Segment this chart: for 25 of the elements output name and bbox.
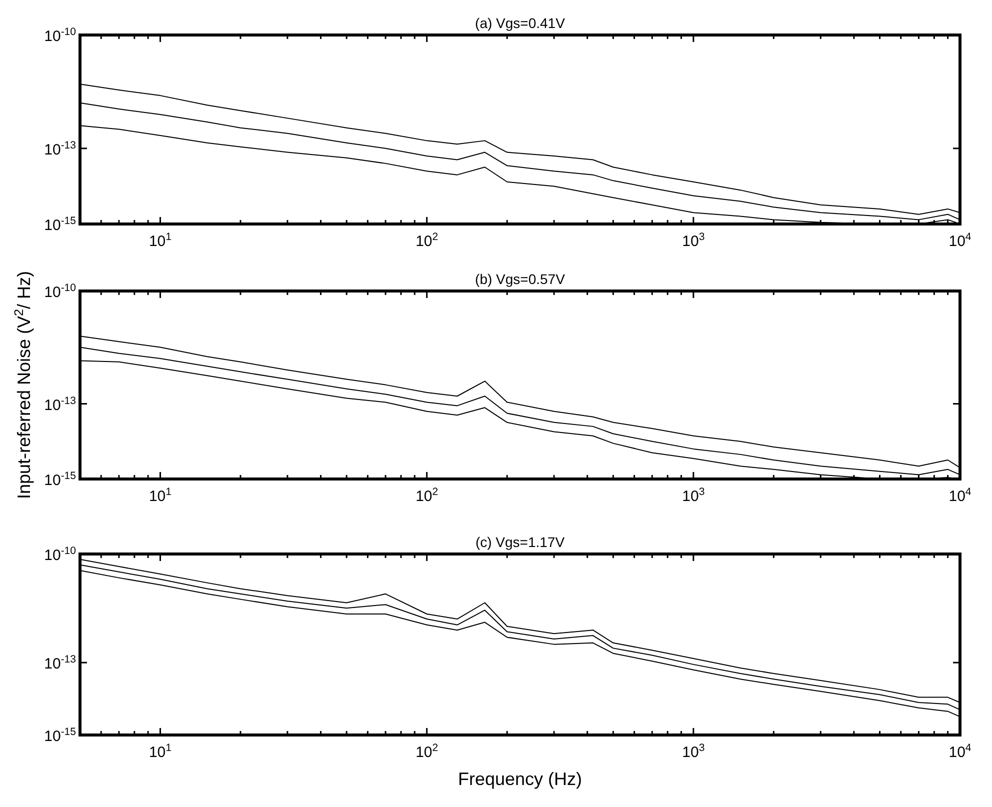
x-tick-label: 10$^{2}$ xyxy=(416,486,438,505)
x-tick-label: 10$^{4}$ xyxy=(948,486,972,505)
x-tick-label: 10$^{1}$ xyxy=(148,231,172,250)
chart-title: (c) Vgs=1.17V xyxy=(475,534,566,550)
y-tick-label: 10$^{-10}$ xyxy=(44,545,76,564)
y-tick-label: 10$^{-13}$ xyxy=(44,654,76,673)
x-tick-label: 10$^{3}$ xyxy=(682,231,705,250)
x-tick-label: 10$^{2}$ xyxy=(416,742,438,761)
y-tick-label: 10$^{-13}$ xyxy=(44,394,76,414)
y-tick-label: 10$^{-10}$ xyxy=(44,282,76,301)
y-tick-label: 10$^{-15}$ xyxy=(44,215,76,234)
chart-title: (b) Vgs=0.57V xyxy=(475,271,566,287)
y-tick-label: 10$^{-15}$ xyxy=(44,726,76,745)
y-tick-label: 10$^{-13}$ xyxy=(44,139,76,158)
y-tick-label: 10$^{-15}$ xyxy=(44,470,76,489)
x-tick-label: 10$^{1}$ xyxy=(148,742,172,761)
x-tick-label: 10$^{3}$ xyxy=(682,486,705,505)
chart-title: (a) Vgs=0.41V xyxy=(475,15,566,31)
x-axis-title: Frequency (Hz) xyxy=(458,769,582,789)
x-tick-label: 10$^{4}$ xyxy=(948,742,972,761)
y-tick-label: 10$^{-10}$ xyxy=(44,26,76,45)
x-tick-label: 10$^{4}$ xyxy=(948,231,972,250)
x-tick-label: 10$^{2}$ xyxy=(416,231,438,250)
x-tick-label: 10$^{1}$ xyxy=(148,486,172,505)
x-tick-label: 10$^{3}$ xyxy=(682,742,705,761)
